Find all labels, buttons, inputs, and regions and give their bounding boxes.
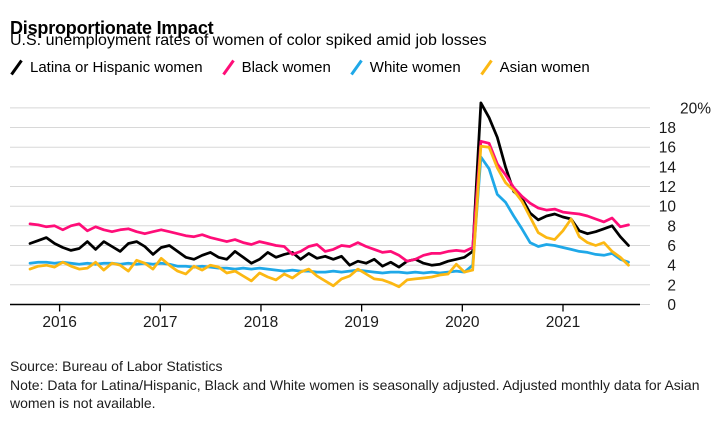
legend-label: Black women (241, 59, 331, 76)
legend: Latina or Hispanic women Black women White… (10, 59, 590, 76)
legend-item-latina-or-hispanic-women: Latina or Hispanic women (10, 59, 203, 76)
y-tick-label: 0 (667, 297, 676, 314)
chart-subtitle: U.S. unemployment rates of women of colo… (10, 32, 487, 49)
series-line-white-women (28, 155, 630, 275)
series-line-asian-women (28, 144, 630, 289)
line-swatch-icon (479, 59, 493, 76)
y-tick-label: 6 (667, 238, 676, 255)
x-tick-label: 2016 (42, 314, 76, 331)
note-line: Note: Data for Latina/Hispanic, Black an… (10, 376, 700, 412)
x-tick-label: 2021 (546, 314, 580, 331)
x-tick-label: 2018 (244, 314, 278, 331)
line-swatch-icon (350, 59, 363, 76)
y-tick-label: 16 (659, 140, 676, 157)
y-tick-label: 20% (680, 100, 711, 117)
series-line-latina-or-hispanic-women (28, 101, 630, 269)
y-tick-label: 10 (659, 199, 677, 216)
y-tick-label: 14 (659, 159, 677, 176)
y-tick-label: 12 (659, 179, 676, 196)
y-tick-label: 18 (659, 120, 676, 137)
x-tick-label: 2020 (445, 314, 480, 331)
y-tick-label: 8 (667, 218, 676, 235)
line-swatch-icon (10, 59, 23, 76)
legend-label: White women (369, 59, 461, 76)
legend-item-black-women: Black women (221, 59, 331, 76)
legend-label: Asian women (499, 59, 590, 76)
source-line: Source: Bureau of Labor Statistics (10, 358, 223, 374)
x-tick-label: 2019 (344, 314, 378, 331)
x-tick-label: 2017 (143, 314, 177, 331)
y-tick-label: 4 (667, 258, 676, 275)
page-title: Disproportionate Impact (10, 18, 214, 39)
series-line-black-women (28, 139, 630, 263)
legend-item-asian-women: Asian women (479, 59, 590, 76)
chart-footer: Source: Bureau of Labor Statistics Note:… (10, 357, 713, 413)
legend-item-white-women: White women (350, 59, 461, 76)
line-swatch-icon (221, 59, 235, 76)
legend-label: Latina or Hispanic women (30, 59, 203, 76)
y-tick-label: 2 (667, 277, 676, 294)
